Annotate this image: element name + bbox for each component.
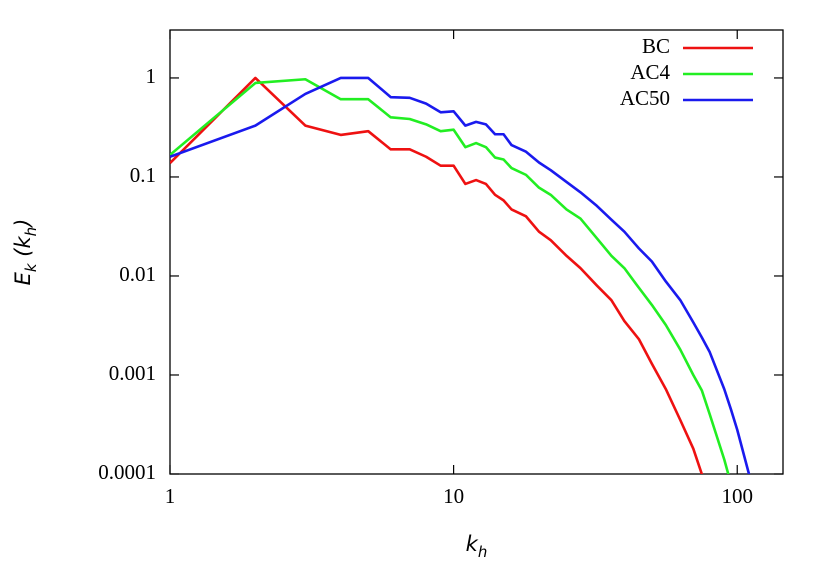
- series-line: [170, 76, 751, 474]
- legend-label: AC50: [620, 86, 670, 110]
- y-axis-label-part: h: [22, 227, 40, 237]
- y-tick-label: 0.0001: [98, 460, 156, 484]
- y-axis-label-part: (k: [11, 236, 35, 264]
- y-tick-label: 1: [146, 64, 157, 88]
- series-line: [170, 76, 704, 474]
- plot-lines: [170, 76, 751, 474]
- y-tick-label: 0.001: [109, 361, 156, 385]
- y-axis-label-part: ): [11, 219, 35, 229]
- y-tick-label: 0.1: [130, 163, 156, 187]
- legend-label: AC4: [630, 60, 670, 84]
- y-axis-label: Ek (kh): [11, 219, 40, 286]
- x-axis-label-part: k: [466, 532, 479, 556]
- x-tick-label: 10: [443, 484, 464, 508]
- plot-frame: [169, 29, 784, 475]
- y-tick-label: 0.01: [119, 262, 156, 286]
- x-axis-label: kh: [466, 532, 488, 561]
- series-line: [170, 77, 730, 474]
- legend-label: BC: [642, 34, 670, 58]
- y-axis-label-part: k: [22, 262, 40, 272]
- x-axis-label-part: h: [478, 543, 488, 561]
- x-tick-label: 100: [721, 484, 753, 508]
- y-axis-label-part: E: [11, 271, 35, 285]
- x-tick-label: 1: [165, 484, 176, 508]
